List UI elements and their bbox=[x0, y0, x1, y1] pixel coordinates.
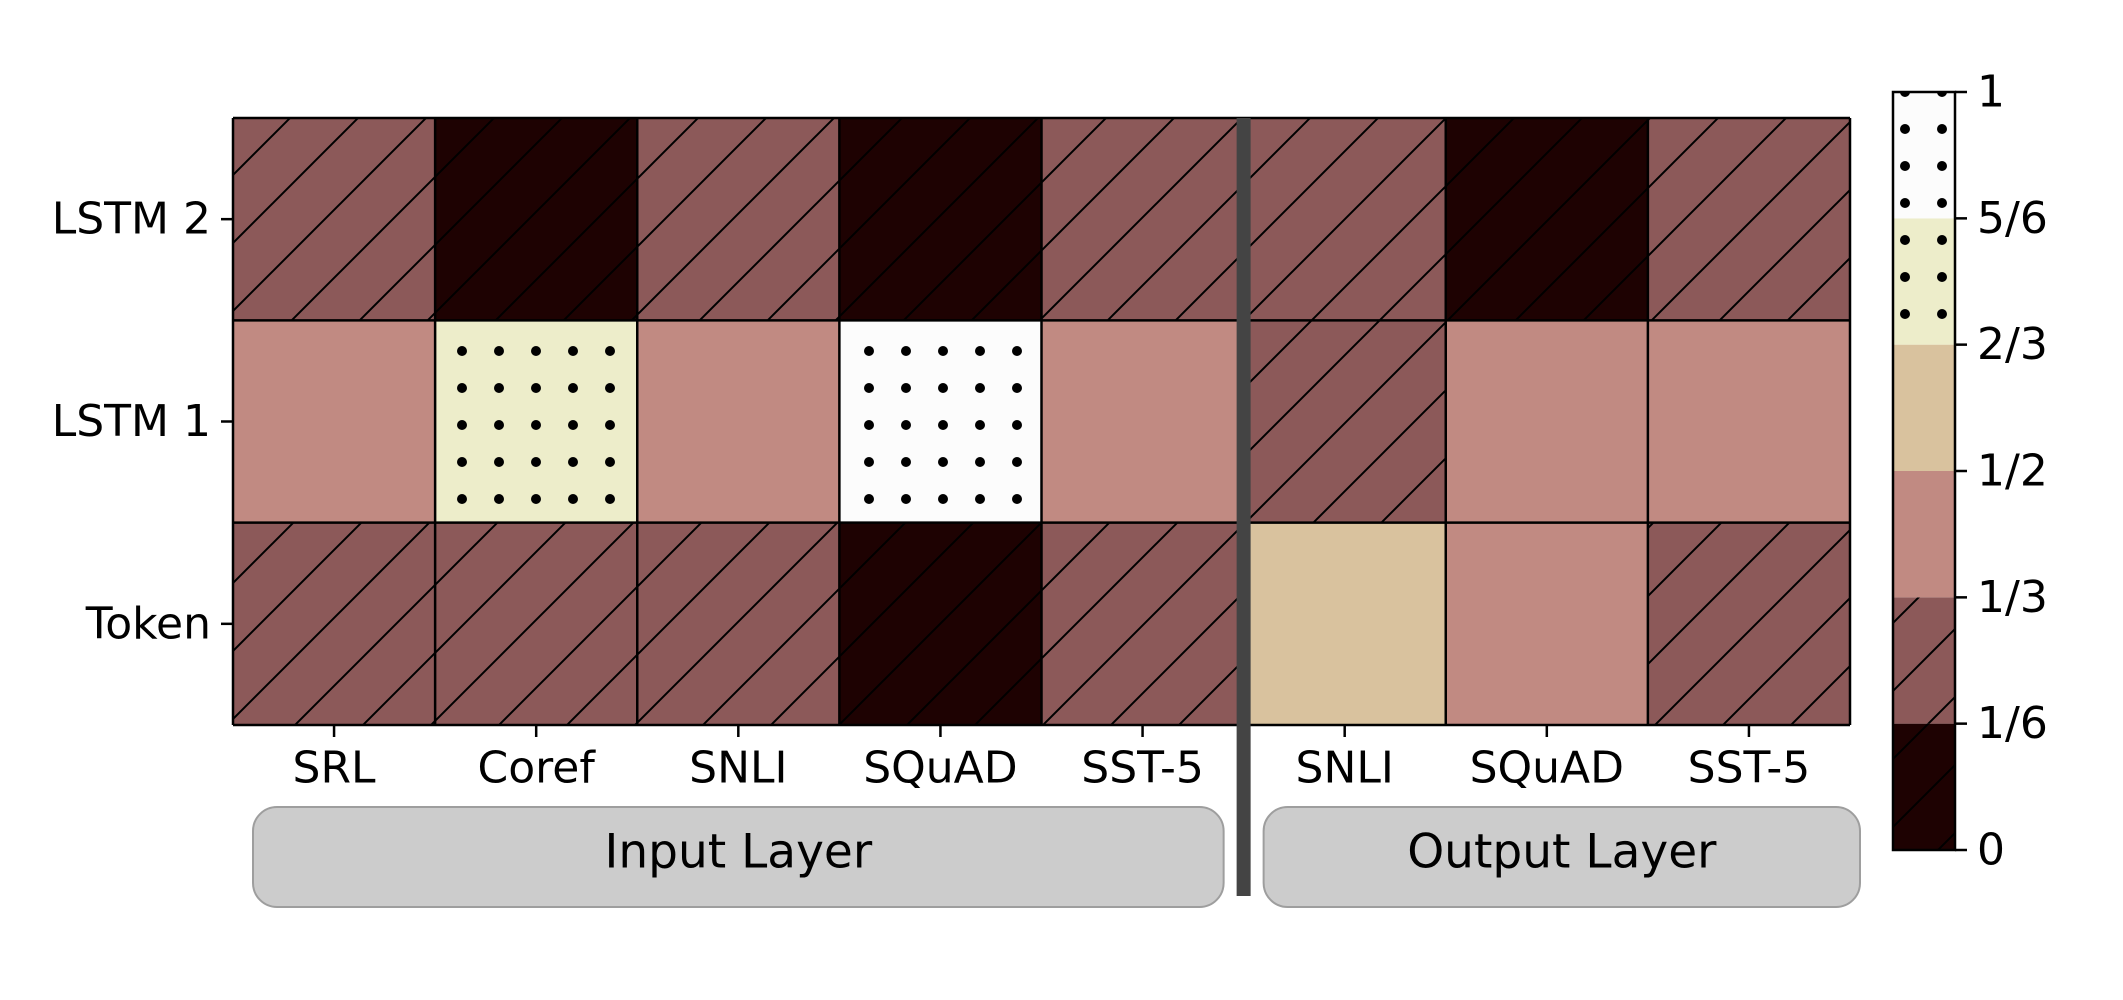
heatmap-cell bbox=[1445, 320, 1648, 523]
colorbar-segment bbox=[1893, 723, 1955, 850]
group-box: Input Layer bbox=[252, 806, 1225, 908]
heatmap-cell bbox=[1243, 522, 1446, 725]
axis-labels: LSTM 2 LSTM 1 Token SRL Coref SNLI SQuAD SST-5 S… bbox=[52, 194, 1810, 794]
heatmap-cell bbox=[233, 118, 436, 321]
heatmap-cell bbox=[839, 320, 1042, 523]
x-tick-label: SNLI bbox=[689, 743, 787, 794]
group-label: Output Layer bbox=[1407, 825, 1717, 880]
group-box: Output Layer bbox=[1262, 806, 1861, 908]
colorbar-tick-label: 2/3 bbox=[1977, 319, 2048, 370]
group-labels: Input Layer Output Layer bbox=[252, 806, 1861, 908]
heatmap-cell bbox=[233, 522, 436, 725]
heatmap-cell bbox=[1243, 118, 1446, 321]
heatmap-cell bbox=[435, 118, 638, 321]
heatmap-cell bbox=[1647, 320, 1850, 523]
heatmap-cell bbox=[1041, 118, 1244, 321]
colorbar-segment bbox=[1893, 92, 1955, 219]
colorbar-segment bbox=[1893, 344, 1955, 471]
colorbar-tick-label: 5/6 bbox=[1977, 193, 2048, 244]
x-tick-label: SQuAD bbox=[1470, 743, 1624, 794]
heatmap-cell bbox=[637, 118, 840, 321]
heatmap-cell bbox=[839, 118, 1042, 321]
x-tick-label: SST-5 bbox=[1688, 743, 1811, 794]
heatmap-cell bbox=[1041, 522, 1244, 725]
colorbar-tick-label: 0 bbox=[1977, 825, 2005, 876]
heatmap-cell bbox=[1445, 118, 1648, 321]
colorbar: 0 1/6 1/3 1/2 2/3 5/6 1 bbox=[1891, 67, 2048, 876]
heatmap-cell bbox=[435, 522, 638, 725]
x-tick-label: Coref bbox=[478, 743, 597, 794]
x-tick-label: SQuAD bbox=[863, 743, 1017, 794]
colorbar-segment bbox=[1893, 471, 1955, 598]
colorbar-tick-label: 1/3 bbox=[1977, 572, 2048, 623]
heatmap-cell bbox=[435, 320, 638, 523]
y-tick-label: LSTM 1 bbox=[52, 396, 211, 447]
y-tick-label: Token bbox=[85, 598, 211, 649]
colorbar-segment bbox=[1893, 218, 1955, 345]
heatmap-cell bbox=[1647, 118, 1850, 321]
heatmap-cell bbox=[839, 522, 1042, 725]
group-label: Input Layer bbox=[604, 825, 872, 880]
heatmap-cell bbox=[1647, 522, 1850, 725]
group-separator bbox=[1236, 118, 1251, 896]
heatmap-cell bbox=[637, 522, 840, 725]
heatmap-cells bbox=[233, 118, 1850, 725]
heatmap-cell bbox=[1445, 522, 1648, 725]
heatmap-cell bbox=[637, 320, 840, 523]
x-tick-label: SST-5 bbox=[1081, 743, 1204, 794]
heatmap-cell bbox=[1243, 320, 1446, 523]
colorbar-tick-label: 1/2 bbox=[1977, 446, 2048, 497]
heatmap-cell bbox=[1041, 320, 1244, 523]
heatmap-cell bbox=[233, 320, 436, 523]
y-tick-label: LSTM 2 bbox=[52, 194, 211, 245]
colorbar-tick-label: 1 bbox=[1977, 67, 2005, 118]
x-tick-label: SNLI bbox=[1296, 743, 1394, 794]
colorbar-segment bbox=[1893, 597, 1955, 724]
colorbar-tick-label: 1/6 bbox=[1977, 698, 2048, 749]
x-tick-label: SRL bbox=[293, 743, 377, 794]
